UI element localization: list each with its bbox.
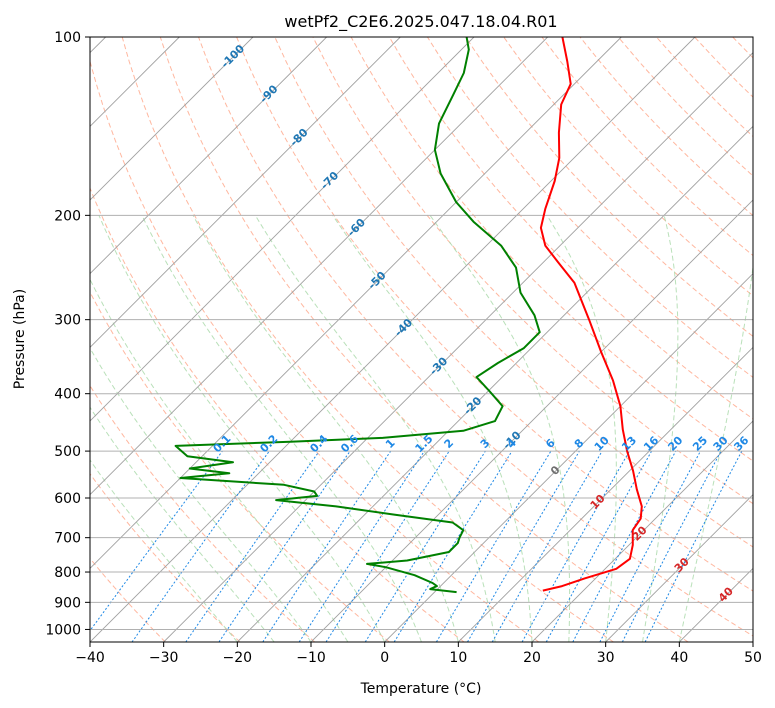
y-axis-label: Pressure (hPa) <box>12 289 28 389</box>
isotherm-line <box>90 37 548 496</box>
moist-adiabat-line <box>98 215 386 642</box>
moist-adiabat-line <box>678 263 753 642</box>
mixing-ratio-line <box>185 450 320 642</box>
dry-adiabat-line <box>121 37 614 642</box>
isotherm-line <box>163 52 753 642</box>
x-axis-label: Temperature (°C) <box>360 681 482 697</box>
dry-adiabat-line <box>236 37 753 592</box>
y-tick-label: 200 <box>54 208 81 224</box>
mixing-ratio-line <box>521 450 630 642</box>
mixing-ratio-line <box>131 450 270 642</box>
dry-adiabat-line <box>198 37 753 637</box>
x-tick-label: 40 <box>670 650 688 666</box>
profile-lines <box>174 37 643 594</box>
mixing-ratio-line <box>218 450 351 642</box>
pressure-gridlines <box>90 37 753 630</box>
y-tick-label: 300 <box>54 313 81 329</box>
dry-adiabat-line <box>350 37 753 462</box>
mixing-ratio-line <box>491 450 603 642</box>
plot-frame <box>89 36 754 643</box>
mixing-ratio-line <box>90 450 223 632</box>
x-tick-label: 20 <box>523 650 541 666</box>
isotherm-line <box>310 199 753 642</box>
temperature-profile-line <box>539 37 643 592</box>
moist-adiabat-line <box>642 215 679 642</box>
dry-adiabat-line <box>90 472 241 642</box>
y-tick-label: 600 <box>54 491 81 507</box>
dry-adiabat-line <box>90 557 166 642</box>
x-tick-label: −40 <box>75 650 105 666</box>
y-tick-label: 500 <box>54 444 81 460</box>
x-tick-label: −30 <box>149 650 179 666</box>
dry-adiabat-line <box>90 59 540 642</box>
isotherm-line <box>90 37 327 275</box>
mixing-ratio-line <box>298 450 425 642</box>
moist-adiabat-line <box>90 459 238 642</box>
y-tick-label: 700 <box>54 531 81 547</box>
mixing-ratio-line <box>393 450 513 642</box>
moist-adiabat-line <box>192 215 459 642</box>
y-tick-label: 800 <box>54 565 81 581</box>
y-tick-label: 900 <box>54 595 81 611</box>
y-tick-label: 400 <box>54 387 81 403</box>
isotherm-line <box>605 494 753 642</box>
x-tick-label: 30 <box>597 650 615 666</box>
mixing-ratio-line <box>545 450 653 642</box>
plot-background <box>90 37 753 642</box>
isotherm-line <box>90 37 254 201</box>
isotherm-line <box>90 37 696 642</box>
x-tick-label: 50 <box>744 650 762 666</box>
dry-adiabat-line <box>90 384 316 642</box>
isotherm-line <box>237 125 753 642</box>
mixing-ratio-line <box>621 450 722 642</box>
dry-adiabat-line <box>159 37 689 642</box>
x-tick-label: 10 <box>449 650 467 666</box>
moist-adiabat-line <box>546 215 617 642</box>
y-axis: 100 200 300 400 500 600 700 800 900 1000 <box>45 30 90 638</box>
moist-adiabat-line <box>90 347 312 642</box>
mixing-ratio-line <box>262 450 392 642</box>
dewpoint-profile-line <box>174 37 541 594</box>
mixing-ratio-line <box>572 450 677 642</box>
dry-adiabat-line <box>426 37 753 378</box>
x-axis: −40 −30 −20 −10 0 10 20 30 40 50 <box>75 642 762 666</box>
dry-adiabat-line <box>90 291 390 642</box>
mixing-ratio-line <box>644 450 743 642</box>
isotherm-line <box>90 37 475 422</box>
isotherm-line <box>458 346 753 642</box>
moist-adiabat-line <box>429 215 571 642</box>
x-tick-label: −10 <box>296 650 326 666</box>
chart-title: wetPf2_C2E6.2025.047.18.04.R01 <box>284 12 557 32</box>
x-tick-label: −20 <box>223 650 253 666</box>
isotherm-line <box>90 37 401 348</box>
dry-adiabat-line <box>503 37 753 297</box>
y-tick-label: 100 <box>54 30 81 46</box>
isotherm-line <box>90 37 622 569</box>
background-lines <box>90 37 753 642</box>
dry-adiabat-line <box>90 186 465 642</box>
y-tick-label: 1000 <box>45 622 81 638</box>
x-tick-label: 0 <box>380 650 389 666</box>
moist-adiabat-line <box>254 215 496 642</box>
isotherm-line <box>384 273 753 642</box>
